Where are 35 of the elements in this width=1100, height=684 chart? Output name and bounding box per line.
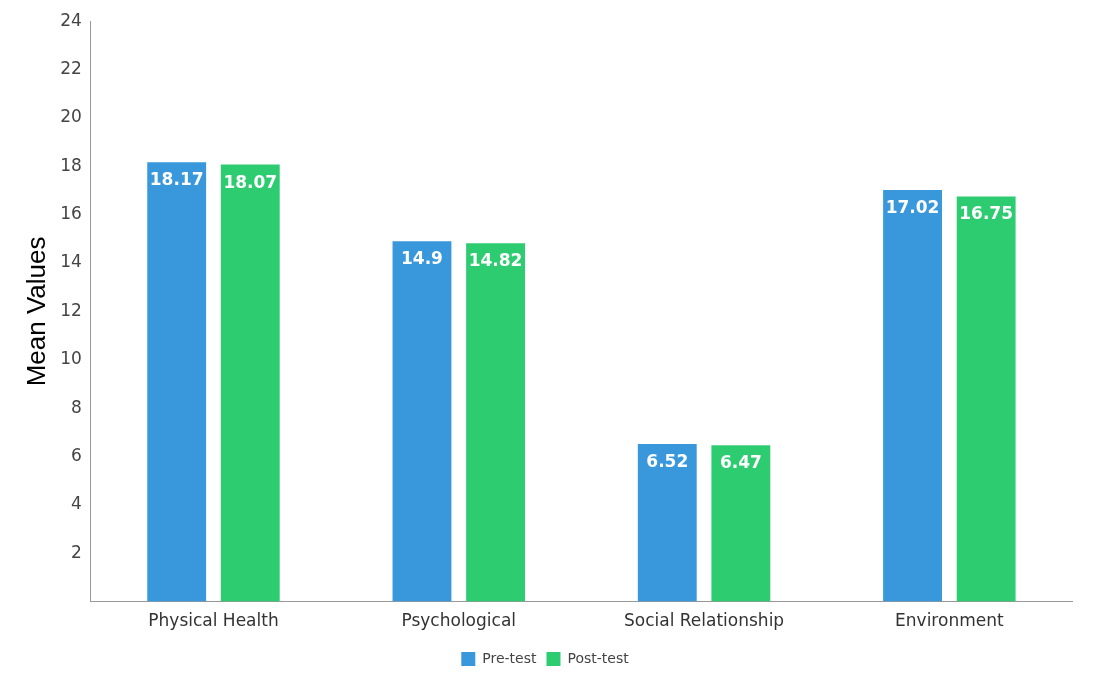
y-tick-label: 12 [60, 299, 82, 320]
y-tick-label: 24 [60, 9, 82, 30]
y-tick-label: 20 [60, 106, 82, 127]
bar [147, 162, 207, 602]
x-tick-label: Social Relationship [623, 610, 785, 631]
y-tick-label: 2 [71, 541, 82, 562]
legend-label: Post-test [567, 649, 630, 666]
data-label: 14.82 [468, 250, 523, 271]
x-tick-label: Environment [895, 610, 1004, 631]
y-tick-label: 10 [60, 348, 82, 369]
bar [956, 196, 1016, 602]
bar [220, 164, 280, 602]
data-label: 16.75 [959, 203, 1014, 224]
y-tick-label: 22 [60, 57, 82, 78]
x-tick-label: Psychological [401, 610, 517, 631]
y-tick-label: 16 [60, 203, 82, 224]
y-tick-label: 8 [71, 396, 82, 417]
bar [883, 190, 942, 602]
data-label: 18.17 [149, 169, 204, 190]
data-label: 14.9 [401, 248, 443, 269]
y-tick-label: 4 [71, 493, 82, 514]
data-label: 6.47 [719, 452, 762, 473]
bar [711, 445, 771, 602]
bar [466, 243, 525, 602]
bar [637, 443, 697, 602]
x-tick-label: Physical Health [148, 610, 279, 631]
legend-label: Pre-test [482, 649, 537, 666]
data-label: 6.52 [646, 450, 689, 471]
y-tick-label: 6 [71, 444, 82, 465]
y-tick-label: 14 [60, 251, 82, 272]
y-tick-label: 18 [60, 154, 82, 175]
data-label: 17.02 [885, 196, 940, 217]
bar [392, 241, 452, 602]
y-axis-title: Mean Values [20, 236, 51, 387]
data-label: 18.07 [223, 171, 278, 192]
